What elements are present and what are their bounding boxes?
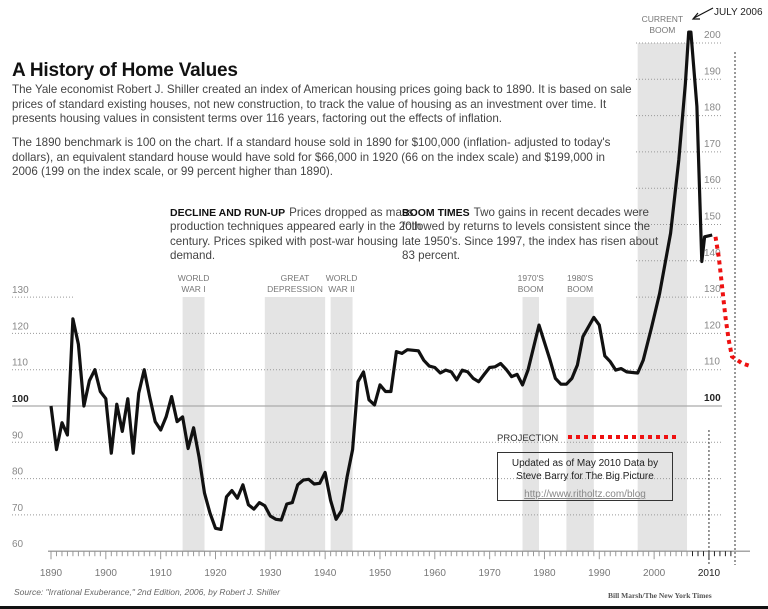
band bbox=[264, 297, 326, 552]
band-label: WORLD bbox=[326, 273, 358, 283]
band bbox=[182, 297, 205, 552]
band-label: WAR I bbox=[181, 284, 205, 294]
y-tick-label-left: 90 bbox=[12, 430, 24, 441]
gridlines bbox=[12, 42, 736, 565]
byline: Bill Marsh/The New York Times bbox=[608, 591, 712, 600]
x-tick-label: 1950 bbox=[369, 568, 392, 579]
x-tick-label: 2010 bbox=[698, 568, 721, 579]
july-2006-label: JULY 2006 bbox=[714, 7, 763, 18]
note-heading: BOOM TIMES bbox=[402, 207, 470, 219]
series bbox=[49, 30, 753, 532]
band-label: BOOM bbox=[567, 284, 593, 294]
intro-paragraph-2: The 1890 benchmark is 100 on the chart. … bbox=[12, 136, 611, 179]
y-tick-label-left: 60 bbox=[12, 539, 24, 550]
y-tick-label-left: 100 bbox=[12, 394, 29, 405]
y-tick-label-right: 150 bbox=[704, 212, 721, 223]
y-tick-label-right: 200 bbox=[704, 30, 721, 41]
x-tick-label: 1910 bbox=[150, 568, 173, 579]
band bbox=[566, 297, 594, 552]
y-axis-labels: 60 70 80 90 100 110 120 130 100 110 120 130 140 150 16… bbox=[12, 30, 721, 550]
note-boom: BOOM TIMES Two gains in recent decades we… bbox=[402, 206, 672, 263]
band-label: BOOM bbox=[518, 284, 544, 294]
y-tick-label-left: 130 bbox=[12, 285, 29, 296]
y-tick-label-right: 140 bbox=[704, 248, 721, 259]
blog-link[interactable]: http://www.ritholtz.com/blog bbox=[524, 489, 646, 500]
band bbox=[330, 297, 353, 552]
credit-line-1: Updated as of May 2010 Data by bbox=[511, 458, 659, 469]
x-tick-label: 1980 bbox=[533, 568, 556, 579]
band-label: WORLD bbox=[178, 273, 210, 283]
page-title: A History of Home Values bbox=[12, 60, 238, 81]
arrow-icon bbox=[693, 7, 714, 19]
note-text: Prices dropped as mass production techni… bbox=[170, 206, 422, 262]
annotations: JULY 2006 PROJECTION bbox=[497, 7, 763, 444]
bottom-rule bbox=[0, 606, 768, 609]
y-tick-label-right: 160 bbox=[704, 175, 721, 186]
band-label: BOOM bbox=[649, 25, 675, 35]
x-tick-label: 1970 bbox=[479, 568, 502, 579]
y-tick-label-right: 130 bbox=[704, 284, 721, 295]
arrowhead-icon bbox=[691, 12, 700, 20]
source-note: Source: "Irrational Exuberance," 2nd Edi… bbox=[14, 587, 280, 597]
band-label: DEPRESSION bbox=[267, 284, 323, 294]
y-tick-label-right: 100 bbox=[704, 393, 721, 404]
x-tick-label: 2000 bbox=[643, 568, 666, 579]
x-tick-label: 1900 bbox=[95, 568, 118, 579]
x-tick-label: 1940 bbox=[314, 568, 337, 579]
y-tick-label-right: 120 bbox=[704, 320, 721, 331]
note-text: Two gains in recent decades were followe… bbox=[402, 206, 659, 262]
x-tick-label: 1920 bbox=[204, 568, 227, 579]
band-label: 1980'S bbox=[567, 273, 594, 283]
index-line bbox=[49, 30, 713, 532]
x-tick-label: 1960 bbox=[424, 568, 447, 579]
credit-line-2: Steve Barry for The Big Picture bbox=[516, 470, 654, 482]
projection-line bbox=[713, 236, 753, 369]
credit-box: Updated as of May 2010 Data by Steve Bar… bbox=[497, 452, 673, 501]
note-heading: DECLINE AND RUN-UP bbox=[170, 207, 286, 219]
band-label: 1970'S bbox=[518, 273, 545, 283]
note-decline: DECLINE AND RUN-UP Prices dropped as mass… bbox=[170, 206, 440, 263]
y-tick-label-left: 80 bbox=[12, 467, 24, 478]
y-tick-label-left: 70 bbox=[12, 503, 24, 514]
x-tick-label: 1890 bbox=[40, 568, 63, 579]
y-tick-label-right: 110 bbox=[704, 357, 720, 368]
x-tick-label: 1930 bbox=[259, 568, 282, 579]
y-tick-label-right: 180 bbox=[704, 103, 721, 114]
y-tick-label-right: 170 bbox=[704, 139, 721, 150]
intro-paragraph-1: The Yale economist Robert J. Shiller cre… bbox=[12, 83, 632, 126]
band-label: WAR II bbox=[328, 284, 355, 294]
x-axis: 1890 1900 1910 1920 1930 1940 1950 1960 1970 1980… bbox=[40, 550, 750, 579]
band bbox=[522, 297, 539, 552]
projection-legend-label: PROJECTION bbox=[497, 433, 558, 444]
band-label: CURRENT bbox=[642, 14, 684, 24]
y-tick-label-right: 190 bbox=[704, 66, 721, 77]
x-tick-label: 1990 bbox=[588, 568, 611, 579]
y-tick-label-left: 110 bbox=[12, 358, 28, 369]
y-tick-label-left: 120 bbox=[12, 321, 29, 332]
band-label: GREAT bbox=[281, 273, 310, 283]
